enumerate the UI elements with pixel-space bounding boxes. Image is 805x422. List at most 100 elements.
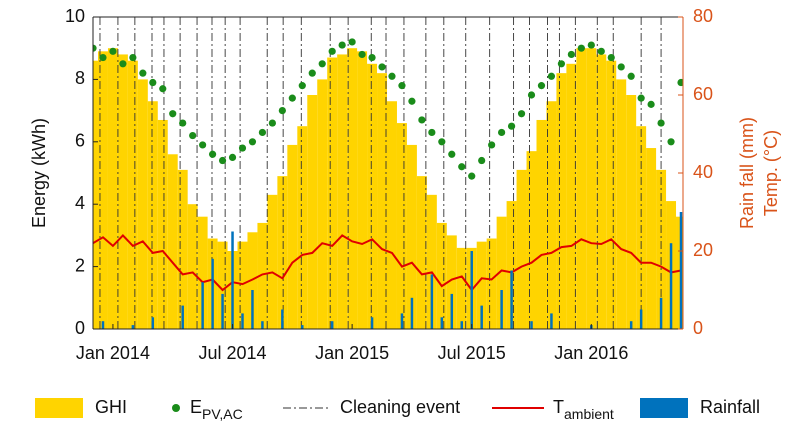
- bar: [576, 48, 587, 329]
- bar: [626, 95, 637, 329]
- plot: [93, 17, 683, 329]
- y-tick-label: 4: [75, 193, 85, 213]
- legend-name: Rainfall: [700, 397, 760, 417]
- scatter-point: [597, 47, 605, 55]
- scatter-point: [637, 94, 645, 102]
- scatter-point: [308, 69, 316, 77]
- bar: [616, 79, 627, 329]
- bar: [426, 194, 437, 329]
- bar: [550, 313, 553, 329]
- bar: [101, 321, 105, 329]
- bar: [187, 204, 198, 329]
- bar: [396, 123, 407, 329]
- scatter-point: [238, 144, 247, 152]
- bar: [669, 243, 673, 329]
- y2-tick-label: 60: [693, 84, 713, 104]
- legend-swatch: [640, 398, 688, 418]
- bar: [231, 231, 234, 329]
- bar: [406, 144, 417, 329]
- y-tick-label: 6: [75, 131, 85, 151]
- scatter-point: [657, 119, 665, 127]
- bar: [440, 317, 444, 329]
- scatter-point: [547, 72, 556, 80]
- bar: [510, 270, 513, 329]
- bar: [377, 73, 388, 329]
- y-tick-label: 8: [75, 68, 85, 88]
- scatter-point: [617, 63, 625, 71]
- bar: [410, 297, 414, 329]
- legend-label: Tambient: [553, 397, 614, 422]
- bar: [639, 309, 643, 329]
- bar: [287, 144, 298, 329]
- bar: [456, 247, 467, 329]
- legend-subscript: ambient: [564, 406, 614, 422]
- bar: [546, 101, 557, 329]
- legend-name: Cleaning event: [340, 397, 460, 417]
- scatter-point: [179, 119, 187, 127]
- bar: [197, 216, 208, 329]
- legend-label: EPV,AC: [190, 397, 243, 422]
- scatter-point: [199, 141, 207, 149]
- bar: [480, 305, 483, 329]
- scatter-point: [218, 156, 227, 165]
- legend-subscript: PV,AC: [202, 406, 243, 422]
- bar: [277, 176, 288, 329]
- bar: [241, 313, 244, 329]
- bar: [201, 282, 204, 329]
- x-tick-label: Jan 2015: [315, 343, 389, 363]
- scatter-point: [258, 128, 267, 137]
- scatter-point: [468, 172, 476, 180]
- scatter-point: [567, 50, 575, 59]
- bar: [147, 101, 158, 329]
- scatter-point: [368, 53, 376, 62]
- bar: [337, 54, 348, 329]
- x-tick-label: Jan 2014: [76, 343, 150, 363]
- scatter-point: [189, 131, 197, 140]
- bar: [261, 321, 264, 329]
- bar: [367, 63, 378, 329]
- y2-tick-label: 20: [693, 240, 713, 260]
- legend-label: Cleaning event: [340, 397, 460, 417]
- bar: [606, 60, 617, 329]
- bar: [281, 309, 284, 329]
- scatter-point: [557, 60, 566, 68]
- y-tick-label: 10: [65, 6, 85, 26]
- bar: [237, 241, 248, 329]
- scatter-point: [408, 97, 416, 105]
- x-tick-label: Jul 2015: [438, 343, 506, 363]
- bar: [536, 119, 547, 329]
- bar: [629, 321, 633, 329]
- bar: [157, 119, 168, 329]
- bar: [430, 274, 434, 329]
- bar: [217, 241, 228, 329]
- bar: [117, 54, 128, 329]
- y2-tick-label: 0: [693, 318, 703, 338]
- bar: [659, 297, 663, 329]
- bar: [596, 54, 607, 329]
- bar: [526, 151, 537, 329]
- bar: [97, 51, 108, 329]
- scatter-point: [388, 72, 396, 80]
- scatter-point: [358, 50, 366, 59]
- scatter-point: [288, 94, 296, 102]
- bar: [137, 79, 148, 329]
- bar: [181, 305, 184, 329]
- scatter-point: [139, 69, 147, 77]
- scatter-point: [398, 82, 406, 90]
- bar: [247, 232, 258, 329]
- scatter-point: [517, 110, 526, 118]
- scatter-point: [478, 156, 486, 165]
- bar: [679, 212, 683, 329]
- scatter-point: [438, 138, 446, 146]
- scatter-point: [149, 78, 157, 87]
- scatter-point: [159, 85, 167, 93]
- scatter-point: [507, 122, 516, 130]
- scatter-point: [278, 107, 286, 115]
- x-tick-label: Jan 2016: [554, 343, 628, 363]
- y-axis-label: Energy (kWh): [29, 118, 49, 228]
- bar: [460, 321, 463, 329]
- line: [93, 233, 682, 292]
- y-tick-label: 0: [75, 318, 85, 338]
- bar: [496, 216, 507, 329]
- scatter-point: [169, 110, 177, 118]
